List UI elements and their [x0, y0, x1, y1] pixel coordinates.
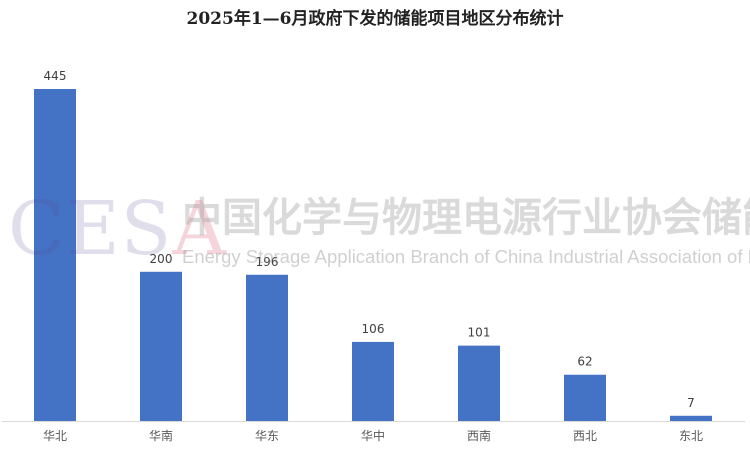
data-label-1: 445 — [44, 69, 67, 83]
category-label-4: 华中 — [361, 428, 385, 443]
category-label-3: 华东 — [255, 429, 279, 443]
data-label-5: 101 — [468, 326, 491, 340]
data-label-2: 200 — [150, 252, 173, 266]
category-label-2: 华南 — [149, 428, 173, 443]
watermark-text-cn: 中国化学与物理电源行业协会储能应用分会 — [182, 195, 750, 241]
bar-7 — [670, 415, 712, 421]
data-label-7: 7 — [687, 396, 695, 410]
watermark-logo: CESA — [8, 186, 227, 272]
chart-title: 2025年1—6月政府下发的储能项目地区分布统计 — [186, 9, 564, 29]
bar-4 — [352, 341, 394, 421]
bars-group — [34, 89, 712, 421]
category-label-5: 西南 — [467, 428, 491, 443]
data-label-3: 196 — [256, 255, 279, 269]
category-label-1: 华北 — [43, 429, 67, 443]
bar-5 — [458, 345, 500, 421]
data-label-4: 106 — [362, 322, 385, 336]
bar-3 — [246, 274, 288, 421]
category-label-7: 东北 — [679, 429, 703, 443]
data-labels-group: 445 200 196 106 101 62 7 — [44, 69, 695, 410]
bar-2 — [140, 271, 182, 421]
data-label-6: 62 — [577, 355, 592, 369]
category-label-6: 西北 — [573, 429, 597, 443]
watermark-text-en: Energy Storage Application Branch of Chi… — [182, 246, 750, 267]
bar-1 — [34, 89, 76, 421]
bar-6 — [564, 374, 606, 421]
category-labels-group: 华北 华南 华东 华中 西南 西北 东北 — [43, 428, 703, 443]
